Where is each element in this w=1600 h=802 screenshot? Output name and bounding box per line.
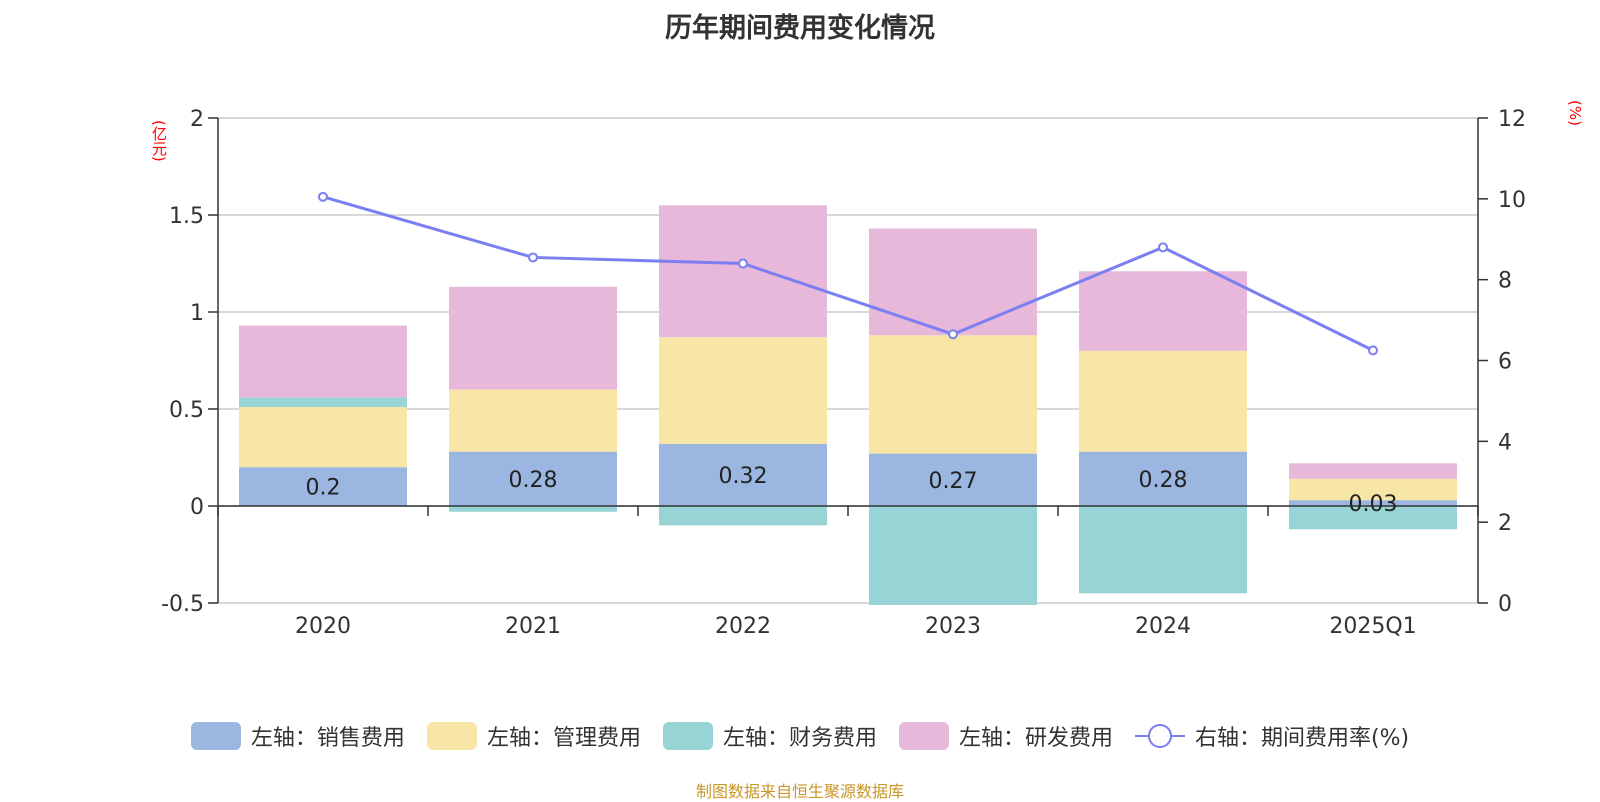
expense-ratio-point	[1368, 345, 1378, 356]
right-axis-tick-label: 8	[1498, 269, 1512, 294]
x-axis-tick-label: 2022	[715, 614, 771, 639]
legend-item-sales[interactable]: 左轴：销售费用	[190, 720, 405, 752]
bar-admin	[1289, 478, 1457, 501]
bar-admin	[239, 407, 407, 468]
bar-rnd	[1289, 463, 1457, 479]
right-axis-tick-label: 2	[1498, 511, 1512, 536]
expense-ratio-point	[738, 258, 748, 269]
bar-admin	[659, 337, 827, 444]
x-axis-tick-label: 2024	[1135, 614, 1191, 639]
chart-title: 历年期间费用变化情况	[665, 13, 935, 44]
legend-swatch-rnd	[898, 722, 949, 750]
bar-data-label: 0.28	[509, 468, 558, 493]
left-axis-unit: (亿元)	[150, 120, 168, 162]
left-axis-tick-label: 0.5	[169, 398, 204, 423]
bar-finance	[239, 397, 407, 408]
x-axis-tick-label: 2025Q1	[1329, 614, 1416, 639]
x-axis-tick-label: 2023	[925, 614, 981, 639]
legend-label-rnd: 左轴：研发费用	[958, 726, 1113, 751]
expense-ratio-point	[1158, 242, 1168, 253]
left-axis-tick-label: 1	[190, 301, 204, 326]
bar-data-label: 0.03	[1349, 492, 1398, 517]
legend-label-expense-ratio: 右轴：期间费用率(%)	[1194, 726, 1410, 751]
legend-swatch-expense-ratio	[1134, 722, 1185, 750]
legend-swatch-sales	[190, 722, 241, 750]
right-axis-unit: (%)	[1566, 100, 1584, 126]
left-axis-tick-label: 2	[190, 107, 204, 132]
legend-label-sales: 左轴：销售费用	[250, 726, 405, 751]
legend-item-expense-ratio[interactable]: 右轴：期间费用率(%)	[1134, 720, 1410, 752]
bar-admin	[869, 335, 1037, 454]
chart-legend: 左轴：销售费用 左轴：管理费用 左轴：财务费用 左轴：研发费用 右轴：期间费用率…	[0, 720, 1600, 752]
left-axis-tick-label: 0	[190, 495, 204, 520]
legend-swatch-finance	[662, 722, 713, 750]
bar-sales	[449, 451, 617, 506]
bar-finance	[1079, 506, 1247, 594]
bar-finance	[1289, 506, 1457, 530]
legend-label-admin: 左轴：管理费用	[486, 726, 641, 751]
left-axis-tick-label: -0.5	[161, 592, 204, 617]
bar-finance	[449, 506, 617, 512]
right-axis-tick-label: 4	[1498, 430, 1512, 455]
bar-rnd	[659, 205, 827, 338]
expense-ratio-point	[318, 191, 328, 202]
legend-item-admin[interactable]: 左轴：管理费用	[426, 720, 641, 752]
expense-ratio-line	[322, 195, 1374, 352]
bar-sales	[869, 453, 1037, 506]
expense-ratio-point	[528, 252, 538, 263]
right-axis-tick-label: 0	[1498, 592, 1512, 617]
bar-admin	[449, 389, 617, 452]
bar-finance	[869, 506, 1037, 605]
right-axis-tick-label: 12	[1498, 107, 1526, 132]
expense-ratio-point	[948, 329, 958, 340]
legend-item-finance[interactable]: 左轴：财务费用	[662, 720, 877, 752]
left-axis-tick-label: 1.5	[169, 204, 204, 229]
right-axis-tick-label: 6	[1498, 350, 1512, 375]
bar-sales	[659, 443, 827, 506]
bar-rnd	[869, 228, 1037, 336]
bar-data-label: 0.2	[306, 476, 341, 501]
right-axis-tick-label: 10	[1498, 188, 1526, 213]
bar-sales	[239, 467, 407, 506]
bar-data-label: 0.32	[719, 464, 768, 489]
legend-label-finance: 左轴：财务费用	[722, 726, 877, 751]
legend-item-rnd[interactable]: 左轴：研发费用	[898, 720, 1113, 752]
x-axis-tick-label: 2020	[295, 614, 351, 639]
bar-rnd	[449, 286, 617, 390]
legend-swatch-admin	[426, 722, 477, 750]
bar-finance	[659, 506, 827, 526]
bar-admin	[1079, 350, 1247, 452]
bar-sales	[1289, 500, 1457, 506]
x-axis-tick-label: 2021	[505, 614, 561, 639]
bar-data-label: 0.27	[929, 469, 978, 494]
bar-data-label: 0.28	[1139, 468, 1188, 493]
bar-rnd	[239, 325, 407, 398]
bar-rnd	[1079, 271, 1247, 351]
bar-sales	[1079, 451, 1247, 506]
data-source-note: 制图数据来自恒生聚源数据库	[695, 782, 904, 801]
